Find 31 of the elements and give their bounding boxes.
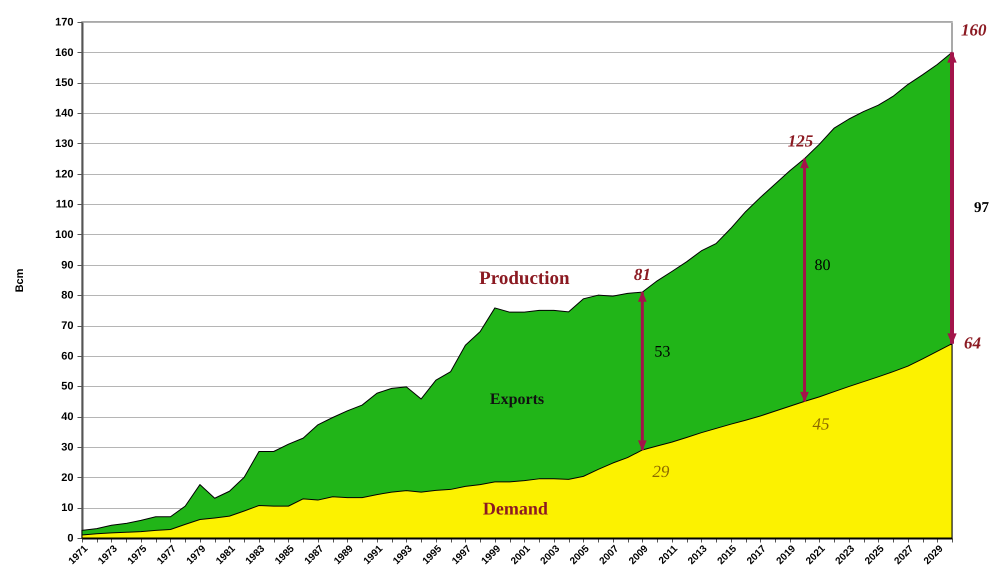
y-tick-label: 150 <box>55 77 74 90</box>
annotation: 64 <box>964 334 981 353</box>
y-tick-label: 30 <box>61 441 74 454</box>
y-tick-label: 50 <box>61 380 74 393</box>
y-tick-label: 0 <box>67 532 74 544</box>
y-tick-label: 140 <box>55 108 74 120</box>
y-tick-label: 10 <box>61 502 74 514</box>
annotation: 81 <box>634 265 651 284</box>
y-tick-label: 160 <box>55 46 74 59</box>
y-tick-label: 170 <box>55 16 74 28</box>
text: 97 <box>974 200 990 216</box>
annotation: 29 <box>652 462 670 481</box>
annotation: 160 <box>961 20 987 40</box>
series-label: Production <box>479 268 570 290</box>
annotation: 80 <box>814 256 831 274</box>
y-tick-label: 130 <box>55 138 74 150</box>
annotation: 53 <box>654 343 670 360</box>
y-tick-label: 120 <box>55 168 74 180</box>
y-tick-label: 20 <box>61 472 74 484</box>
y-axis-title: Bcm <box>14 268 26 292</box>
y-tick-label: 90 <box>61 259 74 272</box>
series-label: Demand <box>482 498 548 518</box>
annotation: Exports <box>490 391 544 408</box>
y-tick-label: 70 <box>61 320 74 332</box>
y-tick-label: 60 <box>61 350 74 362</box>
y-tick-label: 80 <box>61 290 74 302</box>
annotation: 125 <box>788 132 814 151</box>
y-tick-label: 100 <box>55 228 74 241</box>
y-tick-label: 110 <box>56 198 74 211</box>
y-tick-label: 40 <box>61 411 74 424</box>
annotation: 45 <box>812 414 830 434</box>
